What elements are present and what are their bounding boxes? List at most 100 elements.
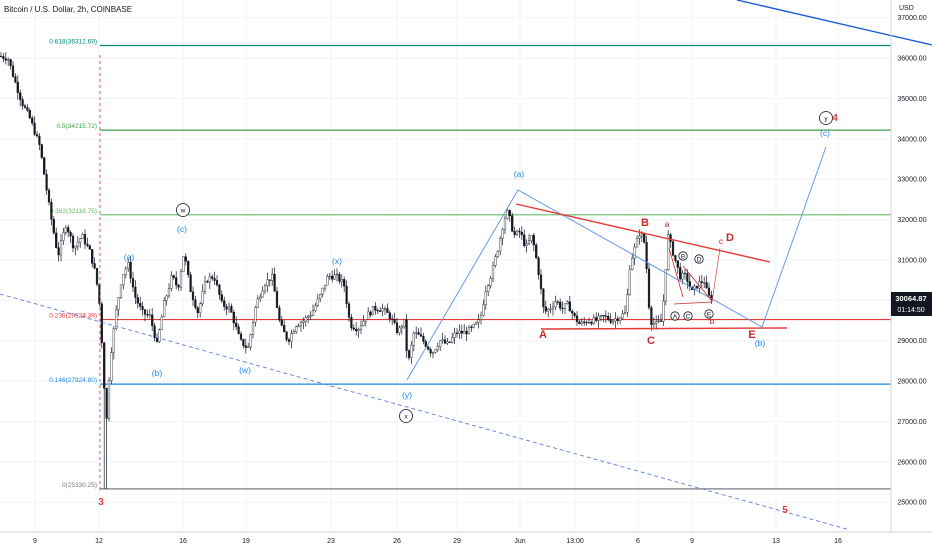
candle-body (304, 317, 307, 322)
candle-body (530, 235, 533, 241)
triangle-upper-line[interactable] (515, 203, 771, 263)
candle-body (470, 326, 473, 329)
candle-body (427, 346, 430, 350)
candle-body (635, 238, 639, 248)
candle-body (491, 265, 495, 279)
candle-body (79, 238, 82, 243)
candle-body (206, 281, 209, 283)
candle-body (364, 318, 367, 322)
candle-body (463, 331, 466, 334)
wave-label: (a) (124, 252, 135, 262)
candle-body (667, 234, 670, 270)
triangle-lower-line[interactable] (540, 327, 788, 330)
candle-body (551, 306, 555, 310)
candle-body (575, 315, 579, 323)
wave-label: a (665, 219, 670, 229)
candle-body (499, 237, 502, 252)
fib-label-0: 0.618(36312.69) (49, 38, 97, 45)
wave-label: (a) (514, 169, 525, 179)
candle-body (623, 312, 627, 314)
candle-body (633, 246, 636, 259)
candle-body (379, 310, 382, 312)
candle-body (74, 245, 77, 249)
mini-triangle-left (668, 247, 684, 298)
candle-body (513, 231, 516, 236)
candle-body (429, 349, 432, 354)
wave-label-circle (670, 311, 680, 321)
candle-body (475, 322, 478, 325)
candle-body (196, 307, 199, 314)
candle-body (693, 285, 696, 290)
candle-body (0, 55, 3, 58)
candle-body (203, 281, 207, 292)
dashed-trendline[interactable] (0, 293, 851, 531)
candle-body (419, 334, 423, 337)
candle-body (549, 308, 552, 310)
fib-label-3: 0.236(29524.39) (49, 313, 97, 320)
candle-body (602, 315, 605, 317)
mini-triangle-projection (711, 247, 721, 303)
wave-label-circle (819, 111, 833, 125)
candle-body (527, 240, 531, 245)
candle-body (163, 300, 166, 318)
x-tick-label: 23 (327, 538, 335, 545)
wave-label: (w) (239, 365, 251, 375)
candle-body (59, 240, 63, 256)
candle-body (187, 261, 190, 275)
candle-body (415, 332, 418, 334)
candle-body (194, 299, 197, 308)
candle-body (119, 284, 123, 298)
candle-body (297, 325, 300, 327)
candle-body (95, 268, 99, 285)
candle-body (359, 325, 363, 330)
candle-body (431, 352, 435, 354)
candle-body (705, 282, 708, 289)
candle-body (107, 380, 111, 419)
candle-body (357, 329, 360, 332)
candle-body (436, 346, 439, 350)
candle-body (604, 315, 607, 317)
candle-body (9, 59, 12, 67)
candle-body (148, 314, 151, 316)
candle-body (134, 286, 137, 298)
candle-body (609, 319, 612, 323)
fib-levels: 0.618(36312.69) 0.5(34215.72) 0.382(32118.… (49, 38, 891, 490)
y-tick-label: 34000.00 (897, 136, 926, 143)
candle-body (611, 320, 615, 323)
candle-body (170, 275, 173, 289)
y-tick-label: 36000.00 (897, 56, 926, 63)
candle-body (439, 340, 442, 347)
candle-body (381, 308, 384, 312)
candle-body (23, 105, 27, 108)
wave-label: (b) (755, 338, 766, 348)
candle-body (175, 277, 178, 286)
candle-body (482, 304, 485, 316)
candle-body (398, 327, 401, 333)
wave-label: (c) (820, 128, 830, 138)
candle-body (494, 256, 497, 266)
wave-projection-path[interactable] (406, 146, 827, 381)
candle-body (369, 311, 372, 316)
price-axis[interactable]: 25000.00 26000.00 27000.00 28000.00 29000.00… (890, 0, 927, 532)
candle-body (86, 243, 89, 246)
candle-body (295, 326, 298, 332)
time-axis[interactable]: 9 12 16 19 23 26 29 Jun 13:00 6 9 13 16 (0, 531, 932, 545)
candle-body (220, 294, 223, 301)
candle-body (643, 233, 646, 243)
chart-title: Bitcoin / U.S. Dollar, 2h, COINBASE (4, 5, 133, 14)
candle-body (631, 257, 634, 270)
candle-body (151, 314, 154, 326)
x-tick-label: Jun (514, 538, 525, 545)
candle-body (98, 284, 101, 304)
upper-trendline[interactable] (736, 0, 932, 46)
mini-triangle-top (682, 265, 713, 302)
candle-body (400, 326, 403, 329)
candle-body (410, 345, 413, 359)
candle-body (275, 291, 279, 308)
candle-body (158, 329, 161, 342)
candle-body (424, 341, 427, 347)
wave-label: (y) (402, 390, 412, 400)
candle-body (230, 306, 233, 313)
candle-body (247, 346, 250, 348)
